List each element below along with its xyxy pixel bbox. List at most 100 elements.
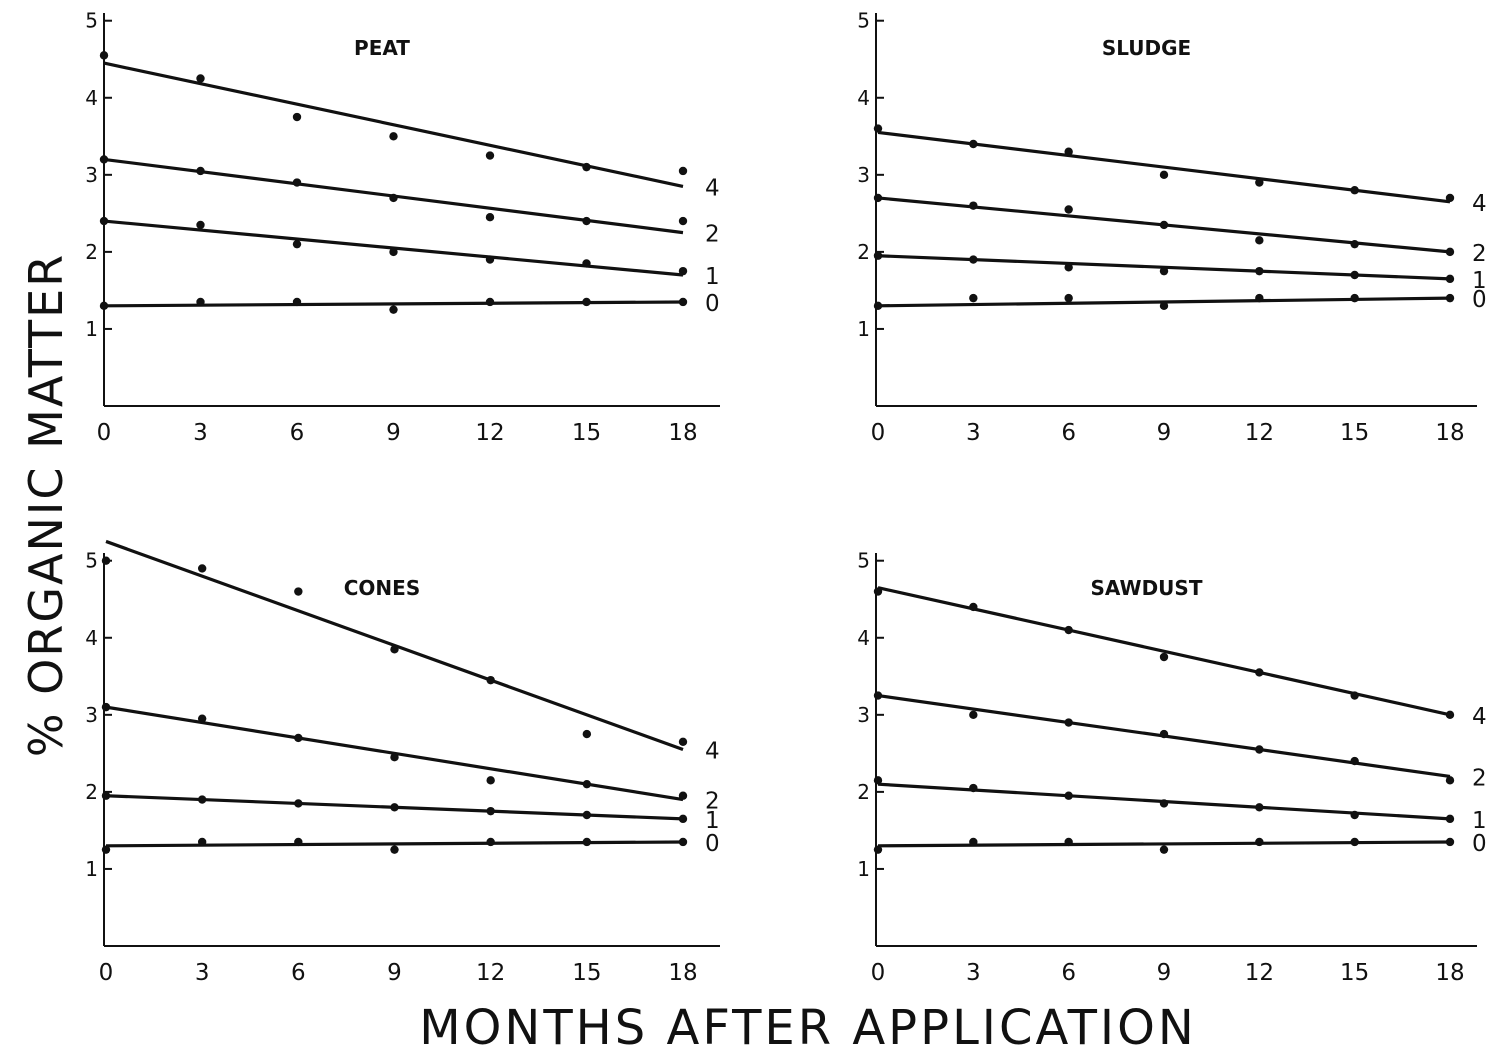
data-point	[292, 297, 302, 307]
y-tick-label: 3	[857, 163, 870, 187]
data-point	[1255, 293, 1264, 303]
x-tick-label: 0	[97, 420, 112, 446]
y-tick-label: 5	[85, 9, 98, 33]
data-point	[678, 166, 688, 176]
data-point	[1064, 718, 1073, 727]
y-tick-label: 2	[85, 240, 98, 264]
data-point	[486, 806, 495, 816]
data-point	[1350, 691, 1359, 700]
data-point	[1159, 301, 1169, 311]
data-point	[873, 691, 883, 700]
x-tick-label: 3	[966, 960, 981, 986]
data-point	[1255, 178, 1264, 187]
y-tick-label: 4	[857, 626, 870, 650]
data-point	[486, 675, 495, 685]
y-tick-label: 4	[85, 626, 98, 650]
y-tick-label: 3	[85, 703, 98, 727]
series-label: 0	[1472, 287, 1487, 313]
data-point	[1064, 837, 1073, 847]
series-label: 1	[1472, 268, 1487, 294]
data-point	[1255, 266, 1264, 276]
fit-line	[877, 130, 1451, 204]
data-point	[101, 556, 111, 565]
data-point	[1159, 845, 1169, 854]
data-point	[197, 795, 207, 804]
data-point	[1350, 270, 1359, 280]
data-point	[678, 737, 688, 746]
data-point	[678, 814, 688, 824]
data-point	[292, 112, 302, 122]
data-point	[485, 213, 495, 222]
data-point	[1350, 837, 1359, 847]
data-point	[873, 776, 883, 785]
y-tick-label: 5	[857, 549, 870, 573]
data-point	[197, 564, 207, 573]
data-point	[1159, 220, 1169, 230]
x-tick-label: 12	[1245, 960, 1274, 986]
data-point	[390, 803, 399, 812]
x-tick-label: 6	[1061, 960, 1076, 986]
data-point	[969, 783, 978, 793]
data-point	[1445, 293, 1455, 303]
series-label: 0	[705, 831, 720, 857]
x-tick-label: 18	[1435, 960, 1464, 986]
y-tick-label: 2	[85, 780, 98, 804]
data-point	[1445, 837, 1455, 847]
x-tick-label: 9	[1157, 420, 1172, 446]
data-point	[485, 151, 495, 160]
x-tick-label: 6	[1061, 420, 1076, 446]
series-2: 2	[99, 155, 720, 248]
series-0: 0	[101, 831, 720, 857]
series-1: 1	[99, 216, 720, 290]
x-tick-label: 0	[871, 960, 886, 986]
data-point	[196, 74, 205, 83]
data-point	[101, 702, 111, 712]
data-point	[486, 776, 495, 785]
y-tick-label: 1	[85, 857, 98, 881]
data-point	[1350, 756, 1359, 766]
data-point	[1445, 247, 1455, 257]
series-label: 1	[705, 264, 720, 290]
data-point	[197, 837, 207, 847]
series-1: 1	[873, 251, 1487, 294]
data-point	[1159, 652, 1169, 662]
data-point	[1255, 236, 1264, 245]
series-label: 4	[705, 175, 720, 201]
data-point	[294, 587, 303, 596]
data-point	[292, 239, 302, 249]
data-point	[99, 216, 109, 226]
data-point	[969, 837, 978, 847]
data-point	[390, 645, 399, 654]
series-label: 0	[705, 291, 720, 317]
data-point	[873, 124, 883, 133]
figure-x-axis-title: MONTHS AFTER APPLICATION	[419, 1000, 1197, 1050]
y-tick-label: 2	[857, 240, 870, 264]
panel-title: PEAT	[354, 36, 410, 60]
data-point	[969, 139, 978, 149]
data-point	[1064, 263, 1073, 272]
figure-y-axis-title: % ORGANIC MATTER	[19, 253, 73, 757]
fit-line	[877, 586, 1451, 717]
data-point	[582, 259, 591, 268]
data-point	[389, 132, 398, 141]
data-point	[678, 266, 688, 276]
y-tick-label: 3	[85, 163, 98, 187]
data-point	[196, 220, 205, 230]
series-4: 4	[873, 586, 1487, 730]
data-point	[873, 845, 883, 854]
x-tick-label: 6	[291, 960, 306, 986]
data-point	[486, 837, 495, 847]
x-tick-label: 9	[387, 960, 402, 986]
x-tick-label: 12	[475, 420, 504, 446]
y-tick-label: 1	[857, 317, 870, 341]
data-point	[1255, 668, 1264, 677]
data-point	[196, 166, 205, 176]
data-point	[1064, 205, 1073, 214]
series-4: 4	[101, 539, 720, 765]
series-label: 1	[705, 808, 720, 834]
data-point	[582, 729, 592, 739]
data-point	[582, 162, 591, 172]
